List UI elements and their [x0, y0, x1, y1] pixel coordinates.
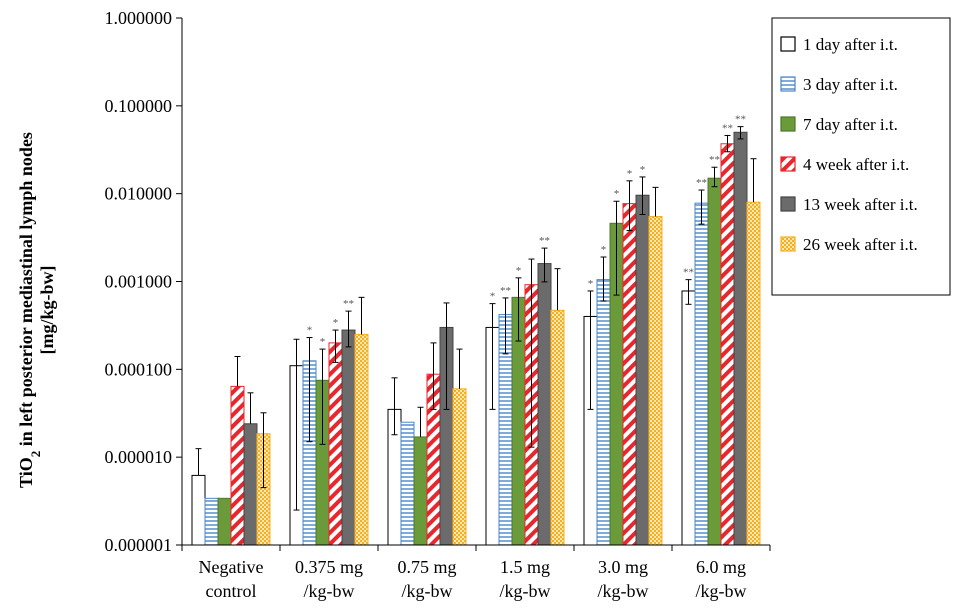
x-tick-label: Negative: [199, 557, 264, 577]
legend-label: 4 week after i.t.: [803, 155, 909, 174]
legend-box: [771, 17, 951, 296]
bar: [217, 497, 232, 546]
x-tick-label: /kg-bw: [696, 581, 747, 601]
bar: [191, 474, 206, 546]
y-tick-label: 0.010000: [105, 184, 173, 204]
y-tick-label: 0.100000: [105, 96, 173, 116]
significance-marker: **: [343, 298, 354, 310]
bar: [341, 329, 356, 546]
y-tick-label: 1.000000: [105, 8, 173, 28]
y-tick-label: 0.000010: [105, 447, 173, 467]
y-axis: 1.000000 0.100000 0.010000 0.001000 0.000100…: [105, 8, 183, 555]
x-tick-label: /kg-bw: [598, 581, 649, 601]
x-tick-label: control: [206, 581, 257, 601]
legend-swatch: [780, 76, 796, 92]
legend-swatch: [780, 196, 796, 212]
significance-marker: *: [640, 164, 646, 176]
bar: [746, 201, 761, 546]
bar: [550, 309, 565, 546]
bar: [354, 333, 369, 546]
significance-marker: **: [709, 154, 720, 166]
legend: 1 day after i.t. 3 day after i.t. 7 day af…: [771, 17, 951, 296]
significance-marker: **: [735, 114, 746, 126]
significance-marker: *: [588, 278, 594, 290]
x-tick-label: /kg-bw: [500, 581, 551, 601]
bar: [648, 215, 663, 546]
significance-marker: *: [307, 325, 313, 337]
significance-marker: **: [722, 122, 733, 134]
bar: [204, 497, 219, 546]
bar: [537, 263, 552, 546]
significance-marker: *: [614, 188, 620, 200]
y-tick-label: 0.000100: [105, 359, 173, 379]
bar: [413, 436, 428, 546]
legend-swatch: [780, 36, 796, 52]
y-axis-label: TiO2 in left posterior mediastinal lymph…: [16, 132, 57, 488]
y-axis-label-line1: TiO2 in left posterior mediastinal lymph…: [16, 132, 43, 488]
x-tick-label: /kg-bw: [402, 581, 453, 601]
legend-swatch: [780, 116, 796, 132]
legend-label: 3 day after i.t.: [803, 75, 898, 94]
bar: [694, 202, 709, 546]
x-tick-label: 0.75 mg: [397, 557, 456, 577]
significance-marker: *: [490, 291, 496, 303]
bar: [681, 290, 696, 546]
significance-marker: *: [516, 265, 522, 277]
x-tick-label: 0.375 mg: [295, 557, 363, 577]
bar: [635, 194, 650, 546]
significance-marker: **: [683, 267, 694, 279]
x-tick-label: 1.5 mg: [500, 557, 550, 577]
y-tick-label: 0.000001: [105, 535, 173, 555]
plot-area: **************************: [191, 114, 761, 546]
bar: [230, 385, 245, 546]
bar: [596, 279, 611, 546]
significance-marker: **: [539, 235, 550, 247]
bar: [243, 423, 258, 546]
significance-marker: *: [601, 244, 607, 256]
bar: [452, 388, 467, 546]
x-tick-label: /kg-bw: [304, 581, 355, 601]
x-tick-label: 6.0 mg: [696, 557, 746, 577]
legend-swatch: [780, 156, 796, 172]
legend-label: 1 day after i.t.: [803, 35, 898, 54]
bar: [622, 203, 637, 546]
significance-marker: **: [696, 177, 707, 189]
bar: [328, 342, 343, 546]
bar: [720, 143, 735, 546]
bar: [733, 131, 748, 546]
x-axis: Negative control 0.375 mg/kg-bw 0.75 mg/kg-…: [181, 544, 771, 601]
legend-label: 26 week after i.t.: [803, 235, 918, 254]
significance-marker: *: [320, 336, 326, 348]
bar: [707, 177, 722, 546]
y-axis-label-line2: [mg/kg-bw]: [37, 266, 57, 355]
legend-label: 13 week after i.t.: [803, 195, 918, 214]
legend-swatch: [780, 236, 796, 252]
significance-marker: *: [333, 317, 339, 329]
significance-marker: *: [627, 168, 633, 180]
y-tick-label: 0.001000: [105, 272, 173, 292]
bar: [400, 421, 415, 546]
significance-marker: **: [500, 285, 511, 297]
x-tick-label: 3.0 mg: [598, 557, 648, 577]
legend-label: 7 day after i.t.: [803, 115, 898, 134]
